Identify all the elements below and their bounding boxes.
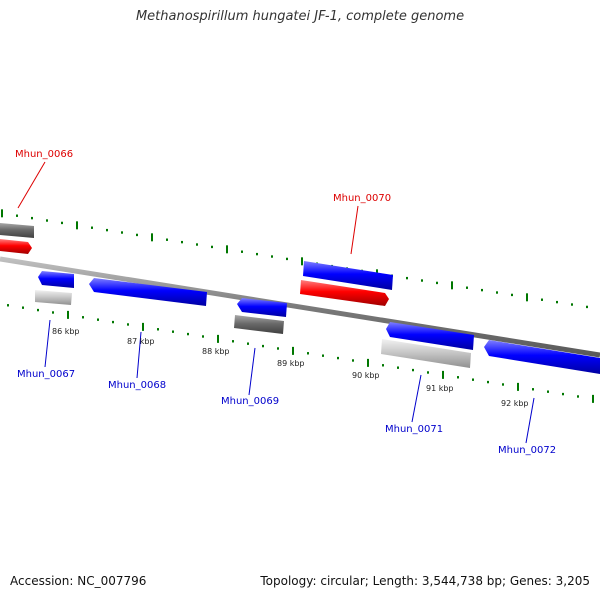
leader-line-mhun-0068 (136, 331, 142, 379)
gene-label-mhun-0070[interactable]: Mhun_0070 (333, 193, 391, 204)
gene-label-mhun-0071[interactable]: Mhun_0071 (385, 424, 443, 435)
gene-feature-mhun-0070[interactable] (300, 280, 389, 306)
gene-label-mhun-0068[interactable]: Mhun_0068 (108, 380, 166, 391)
gene-label-mhun-0072[interactable]: Mhun_0072 (498, 445, 556, 456)
leader-line-mhun-0066 (17, 161, 46, 209)
gene-feature-mhun-0066-cog[interactable] (0, 223, 34, 238)
gene-feature-mhun-0072[interactable] (484, 340, 600, 374)
gene-label-mhun-0067[interactable]: Mhun_0067 (17, 369, 75, 380)
ruler-label-89-kbp: 89 kbp (277, 359, 305, 368)
gene-feature-mhun-0068[interactable] (89, 278, 207, 306)
gene-feature-mhun-0069[interactable] (237, 298, 287, 317)
gene-feature-mhun-0067[interactable] (38, 271, 74, 288)
gene-feature-mhun-0069-cog[interactable] (234, 315, 284, 334)
gene-feature-mhun-0066[interactable] (0, 239, 32, 254)
gene-label-mhun-0066[interactable]: Mhun_0066 (15, 149, 73, 160)
gene-feature-mhun-0071-cog[interactable] (381, 339, 471, 368)
ruler-label-90-kbp: 90 kbp (352, 371, 380, 380)
leader-line-mhun-0069 (248, 347, 256, 396)
accession-text: Accession: NC_007796 (10, 574, 147, 588)
ruler-label-87-kbp: 87 kbp (127, 337, 155, 346)
ruler-label-88-kbp: 88 kbp (202, 347, 230, 356)
gene-feature-mhun-0067-cog[interactable] (35, 290, 72, 305)
leader-line-mhun-0067 (44, 319, 51, 368)
genome-summary-text: Topology: circular; Length: 3,544,738 bp… (260, 574, 590, 588)
outer-tick-track (1, 209, 588, 309)
ruler-label-86-kbp: 86 kbp (52, 327, 80, 336)
ruler-label-92-kbp: 92 kbp (501, 399, 529, 408)
gene-label-mhun-0069[interactable]: Mhun_0069 (221, 396, 279, 407)
leader-line-mhun-0071 (411, 374, 422, 423)
gene-feature-mhun-0070-cog[interactable] (303, 261, 393, 290)
inner-tick-track (7, 304, 594, 403)
page-title: Methanospirillum hungatei JF-1, complete… (135, 9, 465, 24)
ruler-label-91-kbp: 91 kbp (426, 384, 454, 393)
leader-line-mhun-0070 (350, 205, 359, 255)
genome-backbone (0, 256, 600, 358)
leader-line-mhun-0072 (525, 397, 535, 444)
gene-feature-mhun-0071[interactable] (386, 322, 474, 350)
